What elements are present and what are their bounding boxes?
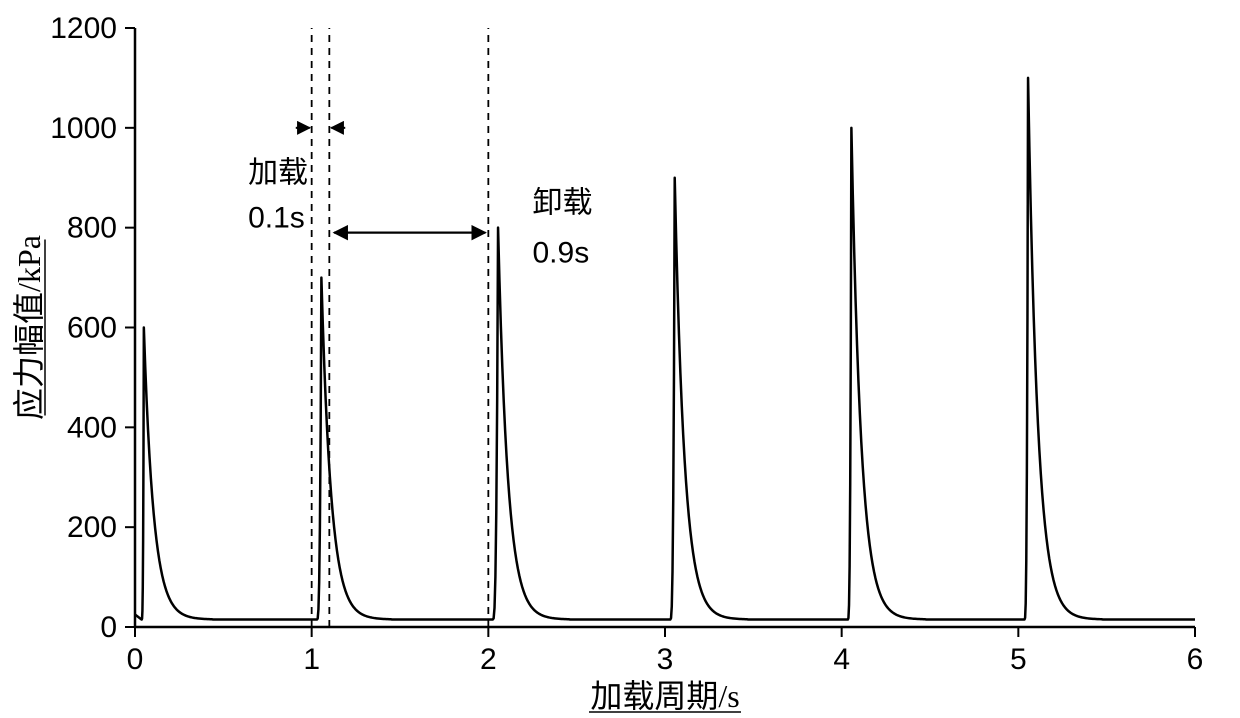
svg-text:3: 3	[657, 643, 674, 676]
svg-text:600: 600	[67, 312, 117, 345]
svg-text:1: 1	[303, 643, 320, 676]
svg-text:卸载: 卸载	[533, 187, 593, 220]
chart-svg: 0 1 2 3 4 5 6 0 200 400 600 800 1000 1200 加载周期/s 应力幅值/k…	[0, 0, 1240, 718]
svg-text:400: 400	[67, 411, 117, 444]
svg-text:1000: 1000	[50, 112, 117, 145]
svg-text:800: 800	[67, 212, 117, 245]
svg-text:1200: 1200	[50, 12, 117, 45]
svg-text:6: 6	[1187, 643, 1204, 676]
svg-text:应力幅值/kPa: 应力幅值/kPa	[11, 235, 47, 420]
svg-text:0.1s: 0.1s	[248, 202, 305, 235]
svg-text:4: 4	[833, 643, 850, 676]
stress-chart: 0 1 2 3 4 5 6 0 200 400 600 800 1000 1200 加载周期/s 应力幅值/k…	[0, 0, 1240, 718]
svg-text:200: 200	[67, 511, 117, 544]
svg-text:0.9s: 0.9s	[533, 237, 590, 270]
svg-text:5: 5	[1010, 643, 1027, 676]
svg-text:加载周期/s: 加载周期/s	[590, 678, 739, 714]
svg-text:0: 0	[127, 643, 144, 676]
svg-text:2: 2	[480, 643, 497, 676]
svg-text:加载: 加载	[248, 157, 308, 190]
svg-text:0: 0	[100, 611, 117, 644]
